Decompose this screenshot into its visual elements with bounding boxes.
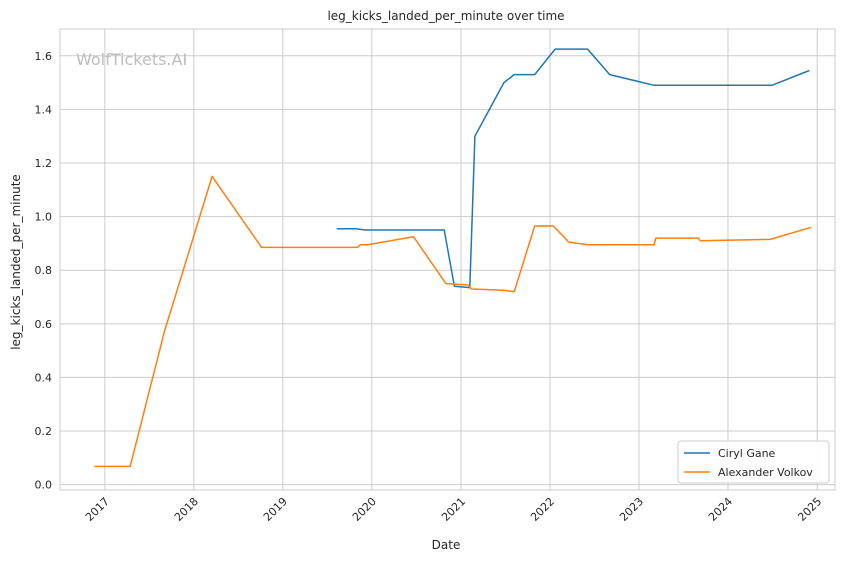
x-tick-label: 2020 <box>350 495 379 524</box>
series-line-1 <box>94 175 812 468</box>
y-tick-label: 0.4 <box>35 371 53 384</box>
x-tick-label: 2019 <box>261 495 290 524</box>
series-lines <box>94 48 812 468</box>
x-tick-label: 2024 <box>706 495 735 524</box>
legend: Ciryl Gane Alexander Volkov <box>677 440 830 484</box>
y-tick-label: 1.0 <box>35 211 53 224</box>
legend-label: Alexander Volkov <box>718 466 813 479</box>
chart-title: leg_kicks_landed_per_minute over time <box>327 9 564 23</box>
x-tick-label: 2018 <box>172 495 201 524</box>
grid-lines <box>60 29 835 490</box>
y-tick-label: 1.4 <box>35 103 53 116</box>
watermark: WolfTickets.AI <box>76 50 187 69</box>
y-axis-label: leg_kicks_landed_per_minute <box>9 174 23 350</box>
y-tick-label: 0.6 <box>35 318 53 331</box>
y-tick-label: 0.8 <box>35 264 53 277</box>
x-tick-label: 2022 <box>528 495 557 524</box>
y-tick-label: 1.6 <box>35 50 53 63</box>
y-axis-ticks: 0.0 0.2 0.4 0.6 0.8 1.0 1.2 1.4 1.6 <box>35 50 53 492</box>
y-tick-label: 0.0 <box>35 479 53 492</box>
y-tick-label: 0.2 <box>35 425 53 438</box>
x-tick-label: 2017 <box>83 495 112 524</box>
y-tick-label: 1.2 <box>35 157 53 170</box>
series-line-0 <box>336 48 810 289</box>
x-tick-label: 2025 <box>795 495 824 524</box>
x-axis-label: Date <box>432 538 461 552</box>
x-tick-label: 2021 <box>439 495 468 524</box>
x-axis-ticks: 2017 2018 2019 2020 2021 2022 2023 2024 2025 <box>83 495 824 524</box>
x-tick-label: 2023 <box>617 495 646 524</box>
legend-label: Ciryl Gane <box>718 447 776 460</box>
plot-area-frame <box>59 28 836 491</box>
legend-box <box>677 440 830 484</box>
